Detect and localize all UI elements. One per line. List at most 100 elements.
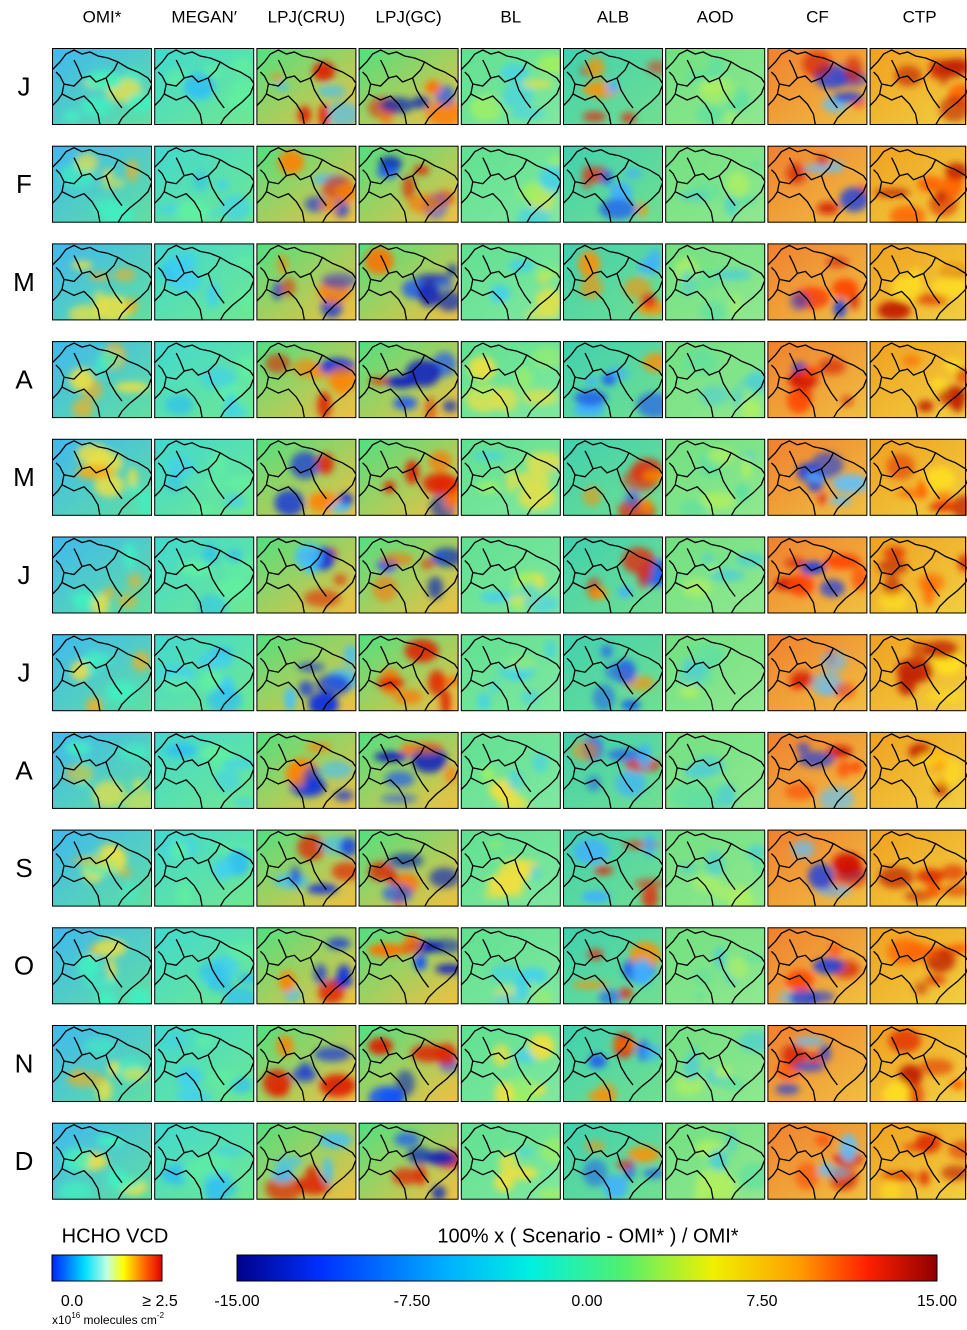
map-panel: [563, 927, 663, 1005]
map-panel: [154, 1122, 255, 1200]
panel-border: [52, 438, 152, 516]
panel-border: [460, 438, 561, 516]
panel-border: [869, 829, 966, 907]
map-panel: [154, 438, 255, 516]
map-panel: [154, 731, 255, 809]
map-panel: [460, 536, 561, 614]
panel-border: [563, 48, 663, 125]
panel-border: [52, 829, 152, 907]
panel-border: [767, 536, 868, 614]
panel-border: [460, 634, 561, 712]
map-panel: [563, 145, 663, 223]
map-panel: [767, 536, 868, 614]
panel-border: [665, 829, 766, 907]
panel-border: [154, 536, 255, 614]
row-label: F: [16, 169, 32, 199]
panel-border: [358, 927, 459, 1005]
panel-border: [665, 438, 766, 516]
panel-border: [767, 145, 868, 223]
map-panel: [256, 438, 357, 516]
map-panel: [563, 829, 663, 907]
map-panel: [767, 829, 868, 907]
map-panel: [460, 145, 561, 223]
panel-border: [256, 731, 357, 809]
map-panel: [869, 634, 967, 712]
map-panel: [154, 145, 255, 223]
panel-border: [154, 145, 255, 223]
panel-border: [460, 927, 561, 1005]
panel-border: [869, 243, 966, 321]
panel-border: [154, 829, 255, 907]
map-panel: [767, 438, 868, 516]
panel-border: [869, 145, 966, 223]
map-panel: [767, 243, 868, 321]
panel-border: [256, 634, 357, 712]
panel-border: [869, 927, 966, 1005]
row-label: M: [13, 267, 35, 297]
map-panel: [154, 48, 255, 125]
map-panel: [767, 145, 868, 223]
panel-border: [665, 341, 766, 419]
column-header: CF: [806, 7, 829, 26]
map-panel: [256, 829, 357, 907]
panel-border: [52, 243, 152, 321]
panel-border: [767, 1025, 868, 1102]
map-panel: [256, 341, 357, 419]
map-panel: [665, 1122, 766, 1200]
panel-border: [256, 536, 357, 614]
panel-border: [52, 1025, 152, 1102]
map-panel: [154, 536, 255, 614]
panel-border: [52, 1122, 152, 1200]
panel-border: [256, 829, 357, 907]
map-panel: [460, 48, 561, 125]
map-panel: [563, 1025, 663, 1102]
panel-border: [665, 927, 766, 1005]
panel-border: [563, 145, 663, 223]
map-panel: [665, 634, 766, 712]
map-panel: [256, 634, 357, 712]
row-label: S: [15, 853, 32, 883]
panel-border: [869, 1025, 966, 1102]
map-panel: [358, 145, 459, 223]
map-panel: [358, 438, 459, 516]
panel-border: [256, 48, 357, 125]
row-label: M: [13, 462, 35, 492]
map-panel: [460, 1122, 561, 1200]
panel-border: [563, 1122, 663, 1200]
map-panel: [52, 341, 152, 419]
unit-exponent: 16: [71, 1311, 80, 1320]
map-panel: [767, 48, 868, 125]
map-panel: [460, 243, 561, 321]
map-panel: [767, 634, 868, 712]
map-panel: [869, 829, 967, 907]
map-panel: [358, 341, 459, 419]
panel-border: [358, 48, 459, 125]
column-header: MEGAN′: [171, 7, 237, 26]
panel-border: [869, 438, 966, 516]
map-panel: [460, 438, 561, 516]
row-label: D: [15, 1146, 34, 1176]
map-panel: [256, 1122, 357, 1200]
panel-border: [563, 927, 663, 1005]
map-panel: [665, 48, 766, 125]
row-label: J: [18, 560, 31, 590]
map-panel: [665, 536, 766, 614]
map-panel: [52, 536, 152, 614]
panel-border: [154, 341, 255, 419]
panel-border: [256, 927, 357, 1005]
panel-border: [767, 634, 868, 712]
tick-label: 15.00: [917, 1293, 957, 1310]
map-panel: [52, 1025, 152, 1102]
panel-border: [256, 341, 357, 419]
map-panel: [665, 438, 766, 516]
panel-border: [358, 243, 459, 321]
vcd-title: HCHO VCD: [62, 1225, 169, 1247]
map-panel: [767, 927, 868, 1005]
panel-border: [563, 731, 663, 809]
map-panel: [460, 829, 561, 907]
tick-label: -15.00: [214, 1293, 259, 1310]
map-panel: [563, 1122, 663, 1200]
panel-border: [767, 829, 868, 907]
map-panel: [869, 243, 967, 321]
column-header: OMI*: [83, 7, 122, 26]
